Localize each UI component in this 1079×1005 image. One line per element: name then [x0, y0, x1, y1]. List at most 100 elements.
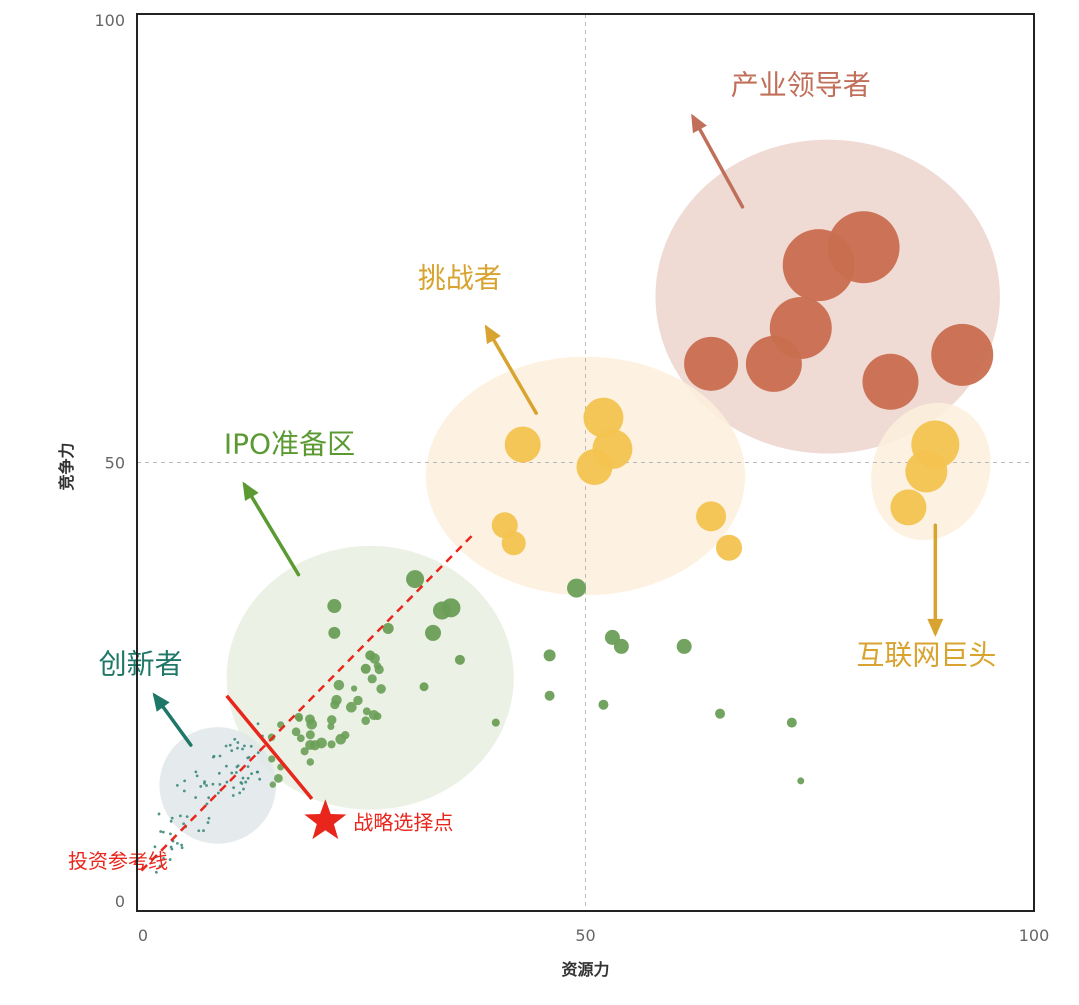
point-IPO准备区 — [454, 654, 465, 665]
point-创新者 — [180, 846, 184, 850]
point-创新者 — [153, 845, 157, 849]
x-tick-label: 0 — [138, 926, 148, 945]
y-tick-label: 100 — [94, 11, 125, 30]
point-创新者 — [256, 722, 260, 726]
y-axis-title: 竞争力 — [57, 442, 76, 490]
point-IPO准备区 — [362, 707, 371, 716]
point-挑战者 — [501, 531, 526, 556]
point-创新者 — [256, 751, 260, 755]
point-产业领导者 — [745, 335, 802, 392]
point-创新者 — [235, 765, 239, 769]
point-IPO准备区 — [306, 718, 317, 730]
point-IPO准备区 — [365, 650, 376, 661]
point-创新者 — [207, 816, 211, 820]
arrow-head-产业领导者 — [691, 113, 707, 134]
point-创新者 — [194, 796, 198, 799]
point-创新者 — [234, 771, 238, 774]
point-IPO准备区 — [300, 747, 309, 756]
point-创新者 — [182, 822, 186, 826]
point-创新者 — [228, 743, 232, 747]
point-产业领导者 — [931, 323, 994, 386]
point-IPO准备区 — [327, 740, 336, 749]
point-创新者 — [176, 841, 179, 845]
point-创新者 — [224, 764, 228, 768]
point-IPO准备区 — [273, 773, 283, 783]
x-tick-label: 50 — [575, 926, 595, 945]
data-points — [153, 211, 994, 874]
zone-创新者 — [159, 727, 277, 844]
point-IPO准备区 — [373, 661, 382, 670]
strategic-point-label: 战略选择点 — [353, 810, 453, 834]
point-创新者 — [241, 776, 245, 780]
point-互联网巨头 — [905, 450, 948, 493]
point-创新者 — [249, 744, 253, 748]
point-创新者 — [211, 755, 215, 759]
point-创新者 — [205, 784, 208, 787]
point-产业领导者 — [684, 336, 739, 391]
point-创新者 — [205, 802, 209, 806]
point-挑战者 — [576, 448, 613, 485]
point-挑战者 — [504, 426, 541, 463]
point-创新者 — [216, 791, 220, 795]
point-IPO准备区 — [361, 716, 370, 725]
point-创新者 — [169, 819, 173, 823]
point-IPO准备区 — [335, 733, 346, 745]
x-axis-title: 资源力 — [561, 960, 609, 979]
point-IPO准备区 — [305, 730, 315, 740]
point-创新者 — [206, 821, 210, 824]
point-创新者 — [230, 771, 234, 775]
point-IPO准备区 — [345, 701, 357, 713]
point-IPO准备区 — [376, 684, 386, 694]
point-IPO准备区 — [306, 758, 315, 766]
strategy-cut-line — [225, 694, 314, 800]
y-tick-label: 50 — [105, 454, 125, 473]
point-IPO准备区 — [331, 694, 342, 706]
point-创新者 — [255, 770, 259, 774]
point-创新者 — [170, 847, 174, 851]
point-IPO准备区 — [367, 674, 377, 684]
point-IPO准备区 — [598, 699, 609, 710]
point-创新者 — [159, 830, 163, 833]
point-IPO准备区 — [353, 695, 363, 706]
point-创新者 — [233, 737, 237, 741]
point-创新者 — [170, 816, 174, 820]
point-IPO准备区 — [567, 578, 587, 598]
point-挑战者 — [696, 501, 727, 532]
point-创新者 — [207, 796, 211, 800]
arrow-挑战者 — [485, 326, 538, 415]
point-IPO准备区 — [419, 682, 429, 692]
point-挑战者 — [583, 397, 624, 438]
point-创新者 — [258, 777, 262, 781]
point-创新者 — [241, 747, 244, 751]
point-挑战者 — [716, 534, 743, 561]
point-IPO准备区 — [382, 622, 394, 634]
point-创新者 — [199, 784, 203, 788]
point-IPO准备区 — [269, 781, 276, 788]
point-产业领导者 — [827, 211, 900, 284]
point-创新者 — [230, 749, 234, 753]
point-创新者 — [195, 774, 199, 778]
point-创新者 — [231, 794, 235, 797]
point-创新者 — [242, 787, 245, 791]
point-创新者 — [224, 744, 228, 748]
point-创新者 — [197, 829, 201, 833]
reference-line — [140, 533, 475, 872]
point-创新者 — [250, 772, 253, 776]
point-IPO准备区 — [797, 777, 805, 785]
point-IPO准备区 — [327, 599, 342, 614]
point-创新者 — [194, 770, 198, 774]
point-IPO准备区 — [327, 715, 337, 725]
point-IPO准备区 — [333, 679, 345, 691]
label-挑战者: 挑战者 — [418, 262, 502, 295]
point-创新者 — [225, 780, 229, 784]
point-产业领导者 — [862, 353, 919, 410]
point-创新者 — [183, 779, 187, 783]
point-IPO准备区 — [406, 570, 425, 589]
axis-ticks: 0 50 100 0 50 100 — [94, 11, 1049, 945]
point-创新者 — [218, 754, 222, 758]
point-IPO准备区 — [425, 624, 442, 641]
point-IPO准备区 — [604, 629, 620, 645]
point-IPO准备区 — [268, 755, 276, 763]
